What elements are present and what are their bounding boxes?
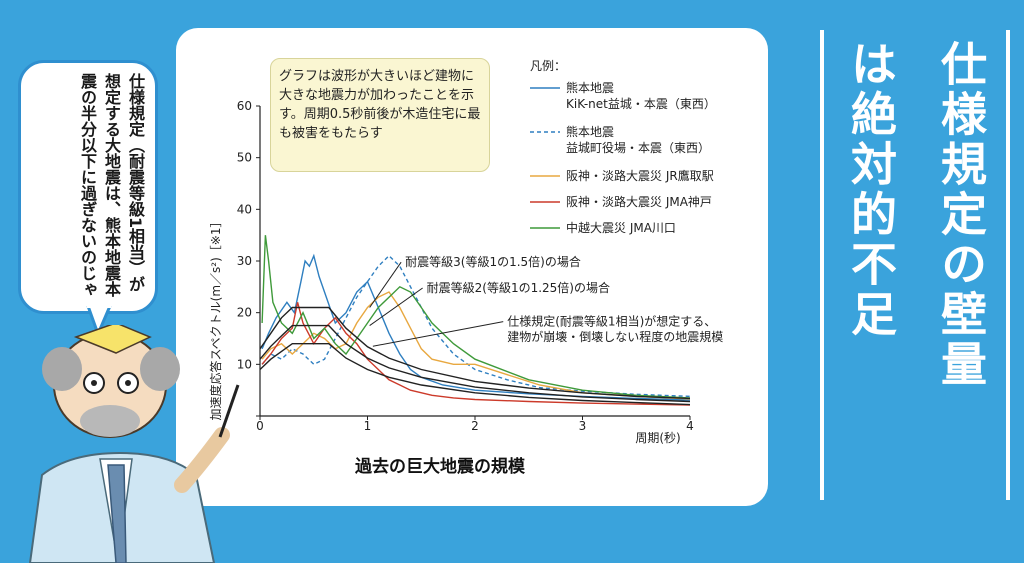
page-title-col1: 仕様規定の壁量	[934, 40, 988, 390]
speech-bubble: 仕様規定（耐震等級1相当）が想定する大地震は、熊本地震本震の半分以下に過ぎないの…	[18, 60, 158, 314]
chart-note-text: グラフは波形が大きいほど建物に大きな地震力が加わったことを示す。周期0.5秒前後…	[279, 69, 481, 141]
title-rule-left	[820, 30, 824, 500]
speech-text: 仕様規定（耐震等級1相当）が想定する大地震は、熊本地震本震の半分以下に過ぎないの…	[78, 73, 145, 297]
page-title-col2: は絶対的不足	[844, 40, 898, 340]
chart-note: グラフは波形が大きいほど建物に大きな地震力が加わったことを示す。周期0.5秒前後…	[270, 58, 490, 172]
title-rule-right	[1006, 30, 1010, 500]
professor-illustration	[28, 325, 240, 563]
